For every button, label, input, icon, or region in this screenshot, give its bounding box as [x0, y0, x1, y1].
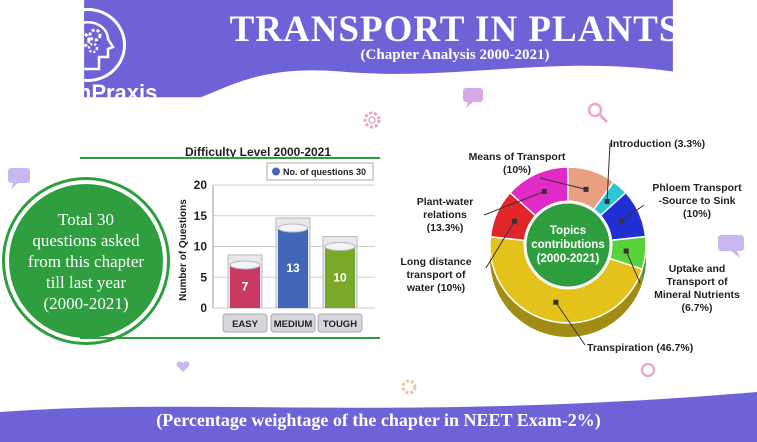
pie-slice-label: Uptake and Transport of Mineral Nutrient… [654, 263, 740, 314]
y-tick-label: 10 [194, 240, 208, 254]
pie-slice-label: Introduction (3.3%) [610, 138, 706, 150]
footer-band [0, 392, 757, 442]
category-plate [317, 313, 363, 333]
pie-slice-label: Means of Transport (10%) [468, 151, 566, 176]
bar-cap [229, 260, 261, 270]
pie-leader-dot [623, 248, 629, 254]
x-tick-label: EASY [232, 319, 259, 330]
bar-value-label: 13 [286, 261, 300, 275]
pie-center-circle [523, 200, 613, 290]
bar [278, 228, 308, 308]
pie-leader-dot [604, 198, 610, 204]
legend-entry: No. of questions 30 [283, 167, 366, 177]
pie-slice-label: Plant-water relations (13.3%) [416, 196, 474, 234]
pie-center-line: (2000-2021) [537, 253, 600, 265]
summary-text: Total 30 questions asked from this chapt… [27, 209, 145, 313]
circle-icon [641, 363, 655, 377]
pie-leader-dot [512, 218, 518, 224]
pie-slice-side [642, 236, 646, 284]
bar [230, 264, 260, 308]
legend-marker [272, 167, 280, 176]
pie-slice-label: Phloem Transport -Source to Sink (10%) [652, 182, 742, 220]
y-tick-label: 15 [194, 209, 208, 223]
category-plate [270, 313, 316, 333]
bar-chart-title: Difficulty Level 2000-2021 [184, 145, 332, 159]
y-axis-label: Number of Questions [178, 199, 189, 301]
summary-circle: Total 30 questions asked from this chapt… [5, 180, 167, 342]
page-subtitle: (Chapter Analysis 2000-2021) [360, 47, 550, 63]
bar-value-label: 7 [242, 279, 249, 293]
chat-bubble-icon [463, 88, 483, 108]
x-tick-label: TOUGH [323, 319, 357, 330]
bar-value-label: 10 [333, 270, 347, 284]
pie-leader-line [485, 220, 516, 269]
pie-leader-dot [553, 299, 559, 305]
page-title: TRANSPORT IN PLANTS [229, 9, 681, 50]
bar-cap [324, 242, 356, 251]
pie-leader-line [625, 250, 641, 284]
pie-leader-dot [541, 189, 547, 195]
pie-slice-label: Transpiration (46.7%) [587, 342, 694, 354]
brand-name: ExamPraxis [32, 80, 158, 105]
pie-center-label: Topics contributions (2000-2021) [531, 225, 604, 265]
gear-icon [363, 111, 381, 129]
pie-leader-line [539, 177, 587, 190]
x-tick-label: MEDIUM [274, 319, 313, 330]
pie-leader-line [606, 142, 611, 202]
bar-legend: No. of questions 30 [266, 162, 374, 181]
y-tick-label: 20 [194, 178, 208, 192]
pie-leader-dot [618, 218, 624, 224]
chat-bubble-icon [8, 168, 30, 189]
magnifier-icon [587, 102, 609, 124]
pie-leader-line [621, 204, 645, 222]
y-tick-label: 5 [200, 270, 207, 284]
gear-icon [401, 379, 417, 395]
brand-tagline: Science Behind Learning... [30, 106, 159, 117]
pie-leader-line [483, 191, 545, 216]
bar [325, 246, 355, 308]
header-band [84, 0, 673, 98]
head-gears-icon [50, 8, 126, 82]
pie-leader-dot [583, 186, 589, 192]
pie-slice-label: Long distance transport of water (10%) [400, 256, 472, 294]
pie-center-line: contributions [531, 239, 604, 251]
category-plate [222, 313, 268, 333]
chat-bubble-icon [718, 235, 744, 258]
pie-leader-line [555, 301, 586, 346]
heart-icon [176, 361, 190, 372]
bar-cap [277, 223, 309, 233]
y-tick-label: 0 [200, 301, 207, 315]
footer-caption: (Percentage weightage of the chapter in … [156, 410, 601, 430]
pie-center-line: Topics [550, 225, 586, 237]
